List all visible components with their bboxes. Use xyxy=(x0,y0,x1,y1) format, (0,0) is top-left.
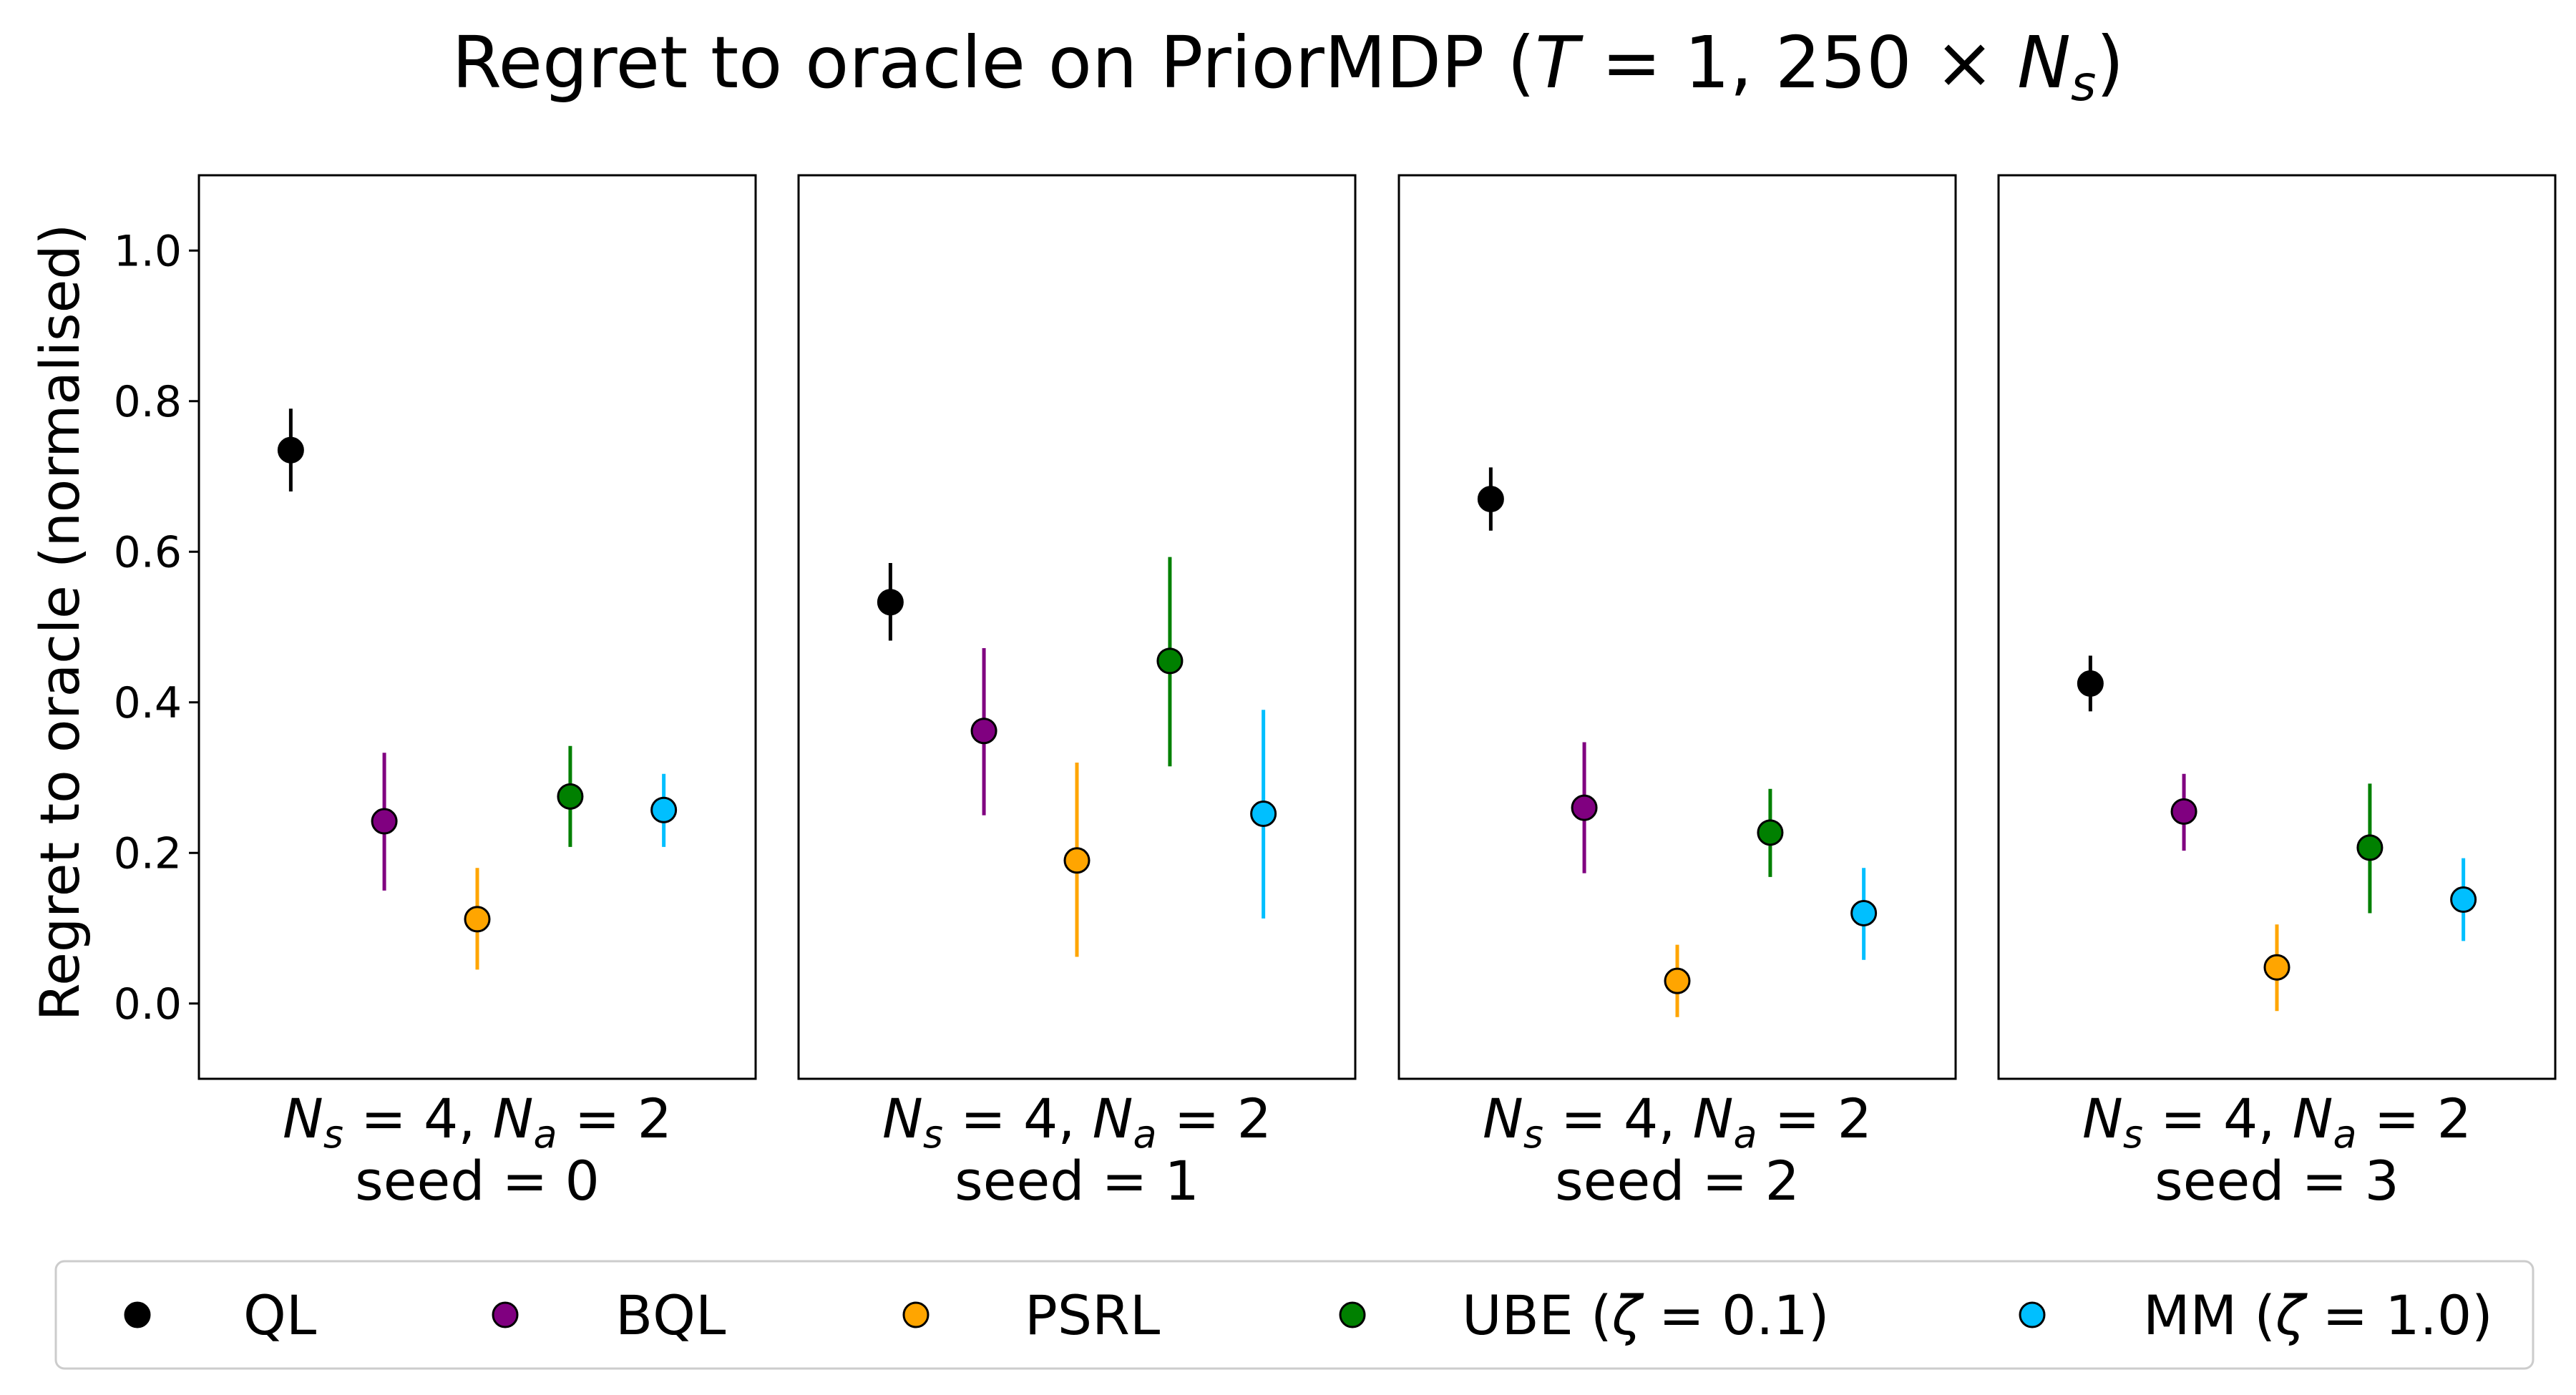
legend-label-bql: BQL xyxy=(615,1283,726,1347)
point-ube xyxy=(557,783,584,810)
panel-xlabel: Ns = 4, Na = 2 xyxy=(882,1087,1272,1157)
legend-marker-bql xyxy=(492,1301,519,1328)
panel-seed-label: seed = 2 xyxy=(1555,1149,1800,1213)
y-axis-ticks: 0.0 0.2 0.4 0.6 0.8 1.0 xyxy=(114,226,199,1029)
point-ube xyxy=(2356,834,2384,861)
point-mm xyxy=(1850,899,1878,926)
panel-frame xyxy=(1397,174,1957,1080)
chart-title: Regret to oracle on PriorMDP (T = 1, 250… xyxy=(452,21,2124,112)
panel-frame xyxy=(797,174,1357,1080)
point-mm xyxy=(2450,886,2477,914)
point-bql xyxy=(371,808,398,835)
legend-label-psrl: PSRL xyxy=(1025,1283,1160,1347)
legend-label-ql: QL xyxy=(243,1283,316,1347)
y-tick-label: 0.2 xyxy=(114,828,182,878)
legend-label-ube: UBE (ζ = 0.1) xyxy=(1462,1283,1829,1347)
panel-xlabel: Ns = 4, Na = 2 xyxy=(1483,1087,1872,1157)
legend-marker-mm xyxy=(2019,1301,2046,1328)
point-ql xyxy=(1477,486,1504,513)
y-tick-label: 0.6 xyxy=(114,527,182,577)
y-tick-label: 0.4 xyxy=(114,678,182,728)
panel-frame xyxy=(1997,174,2557,1080)
point-psrl xyxy=(1664,967,1691,994)
point-mm xyxy=(650,796,678,823)
legend-marker-ql xyxy=(124,1301,151,1328)
y-axis-label: Regret to oracle (normalised) xyxy=(28,224,92,1022)
legend-frame xyxy=(54,1260,2534,1370)
legend-marker-psrl xyxy=(902,1301,930,1328)
point-bql xyxy=(1571,794,1598,821)
point-ql xyxy=(877,589,904,616)
point-psrl xyxy=(2263,954,2290,981)
point-psrl xyxy=(464,906,491,933)
y-tick-label: 0.0 xyxy=(114,979,182,1029)
point-ql xyxy=(2077,670,2104,697)
y-tick-label: 1.0 xyxy=(114,226,182,276)
legend-label-mm: MM (ζ = 1.0) xyxy=(2143,1283,2493,1347)
point-psrl xyxy=(1063,847,1091,874)
point-ube xyxy=(1757,819,1784,846)
panel-seed-label: seed = 0 xyxy=(355,1149,600,1213)
panel-seed-label: seed = 3 xyxy=(2155,1149,2399,1213)
point-bql xyxy=(2170,798,2197,825)
point-ube xyxy=(1156,647,1184,675)
panel-xlabel: Ns = 4, Na = 2 xyxy=(2082,1087,2472,1157)
panel-xlabel: Ns = 4, Na = 2 xyxy=(283,1087,672,1157)
panel-frame xyxy=(197,174,757,1080)
point-mm xyxy=(1250,801,1277,828)
y-tick-label: 0.8 xyxy=(114,377,182,427)
point-bql xyxy=(970,718,997,745)
legend-marker-ube xyxy=(1339,1301,1366,1328)
panel-seed-label: seed = 1 xyxy=(955,1149,1199,1213)
point-ql xyxy=(277,436,304,464)
legend: QL BQL PSRL UBE (ζ = 0.1) MM (ζ = 1.0) xyxy=(54,1260,2534,1370)
